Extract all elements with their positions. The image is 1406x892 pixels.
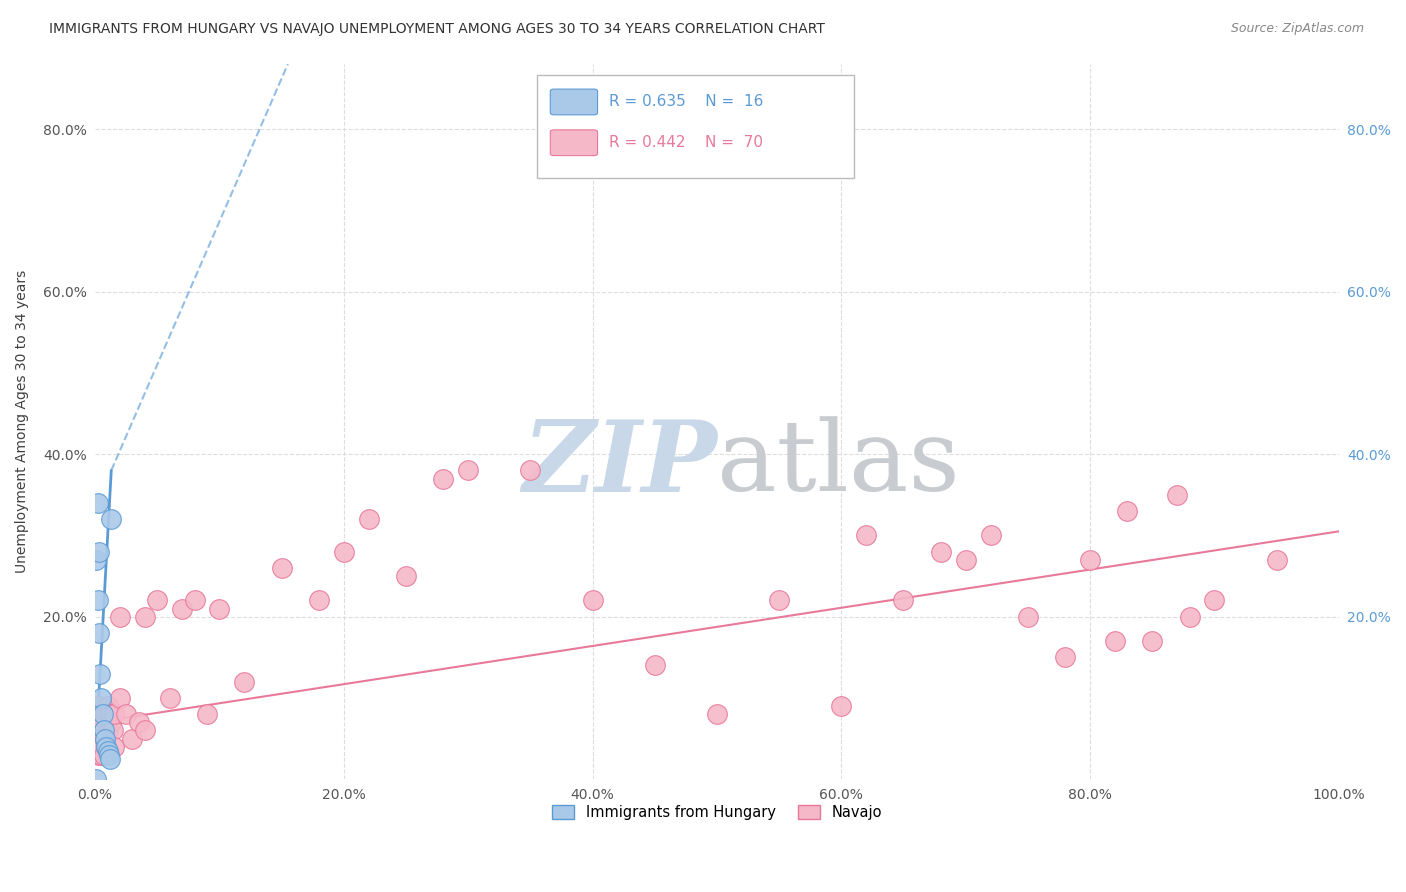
Point: [581, 593, 603, 607]
Point: [893, 593, 915, 607]
Point: [134, 609, 156, 624]
Point: [96, 723, 118, 738]
Point: [195, 707, 218, 722]
Point: [90, 731, 112, 746]
Point: [89, 715, 111, 730]
Point: [128, 715, 150, 730]
Point: [87, 723, 110, 738]
Point: [86, 715, 108, 730]
Text: R = 0.442    N =  70: R = 0.442 N = 70: [609, 136, 762, 150]
Text: IMMIGRANTS FROM HUNGARY VS NAVAJO UNEMPLOYMENT AMONG AGES 30 TO 34 YEARS CORRELA: IMMIGRANTS FROM HUNGARY VS NAVAJO UNEMPL…: [49, 22, 825, 37]
Point: [94, 731, 117, 746]
Point: [183, 593, 205, 607]
Point: [1178, 609, 1201, 624]
Point: [172, 601, 194, 615]
Text: R = 0.635    N =  16: R = 0.635 N = 16: [609, 95, 763, 110]
Text: Source: ZipAtlas.com: Source: ZipAtlas.com: [1230, 22, 1364, 36]
Point: [233, 674, 256, 689]
Point: [108, 690, 131, 705]
Point: [103, 739, 125, 754]
Point: [208, 601, 231, 615]
Point: [432, 471, 454, 485]
Point: [1017, 609, 1039, 624]
Point: [100, 512, 122, 526]
Point: [86, 707, 108, 722]
Point: [87, 544, 110, 558]
Point: [1104, 634, 1126, 648]
Point: [1116, 504, 1139, 518]
Y-axis label: Unemployment Among Ages 30 to 34 years: Unemployment Among Ages 30 to 34 years: [15, 270, 30, 574]
Point: [96, 744, 118, 758]
FancyBboxPatch shape: [550, 89, 598, 115]
Point: [91, 739, 114, 754]
Point: [115, 707, 138, 722]
Point: [94, 731, 117, 746]
Point: [1166, 488, 1188, 502]
Point: [768, 593, 790, 607]
Point: [980, 528, 1002, 542]
Text: ZIP: ZIP: [522, 417, 717, 513]
Point: [1054, 650, 1077, 665]
Point: [93, 723, 115, 738]
Point: [830, 699, 852, 714]
Point: [121, 731, 143, 746]
Point: [357, 512, 380, 526]
Point: [929, 544, 952, 558]
Point: [519, 463, 541, 477]
Text: atlas: atlas: [717, 417, 960, 513]
Point: [86, 772, 108, 787]
Point: [270, 561, 292, 575]
Legend: Immigrants from Hungary, Navajo: Immigrants from Hungary, Navajo: [547, 799, 887, 826]
Point: [90, 747, 112, 762]
Point: [86, 723, 108, 738]
Point: [93, 723, 115, 738]
Point: [395, 569, 418, 583]
Point: [308, 593, 330, 607]
Point: [89, 731, 111, 746]
Point: [333, 544, 356, 558]
FancyBboxPatch shape: [537, 75, 853, 178]
Point: [86, 731, 108, 746]
Point: [87, 699, 110, 714]
Point: [103, 707, 125, 722]
Point: [1265, 553, 1288, 567]
Point: [98, 752, 121, 766]
Point: [706, 707, 728, 722]
Point: [1204, 593, 1226, 607]
Point: [100, 715, 122, 730]
Point: [86, 593, 108, 607]
Point: [94, 707, 117, 722]
Point: [644, 658, 666, 673]
Point: [97, 715, 120, 730]
Point: [90, 690, 112, 705]
Point: [98, 707, 121, 722]
Point: [89, 666, 111, 681]
Point: [855, 528, 877, 542]
Point: [97, 747, 120, 762]
Point: [955, 553, 977, 567]
Point: [1078, 553, 1101, 567]
Point: [96, 699, 118, 714]
Point: [86, 747, 108, 762]
Point: [86, 553, 108, 567]
Point: [91, 707, 114, 722]
Point: [90, 707, 112, 722]
Point: [457, 463, 479, 477]
Point: [93, 747, 115, 762]
Point: [159, 690, 181, 705]
FancyBboxPatch shape: [550, 130, 598, 155]
Point: [146, 593, 169, 607]
Point: [134, 723, 156, 738]
Point: [87, 626, 110, 640]
Point: [87, 739, 110, 754]
Point: [108, 609, 131, 624]
Point: [96, 739, 118, 754]
Point: [96, 739, 118, 754]
Point: [91, 715, 114, 730]
Point: [1142, 634, 1164, 648]
Point: [101, 723, 124, 738]
Point: [86, 496, 108, 510]
